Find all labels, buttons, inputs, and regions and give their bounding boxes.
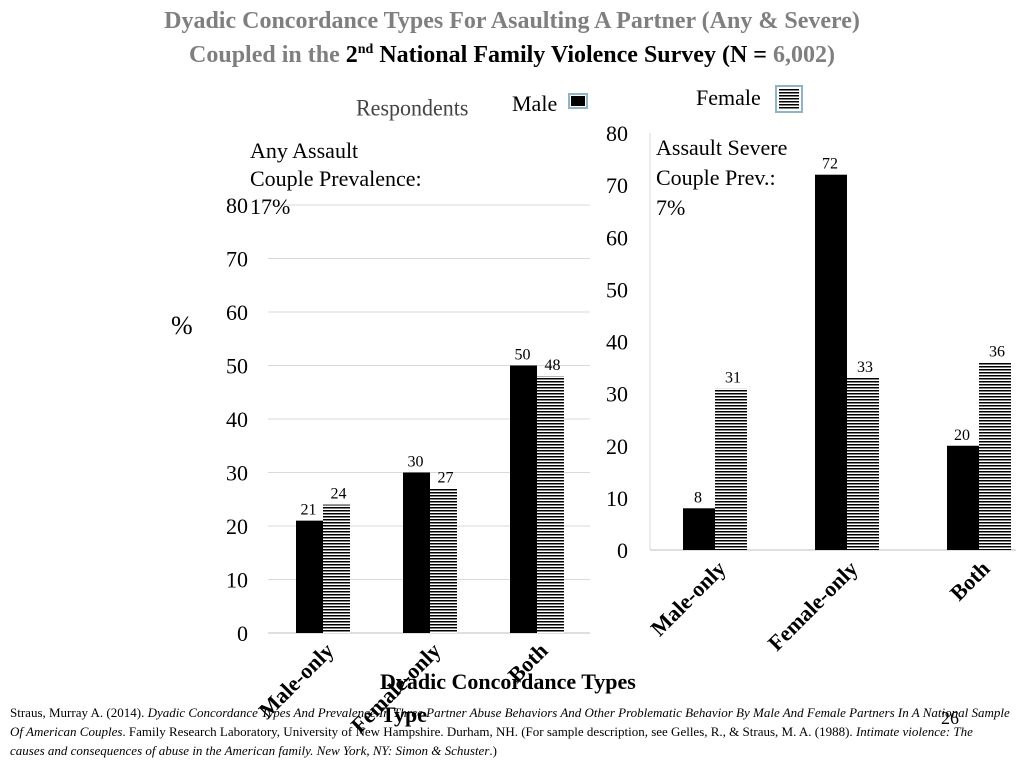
y-tick-label: 30 — [606, 382, 628, 407]
legend-female-swatch — [775, 85, 803, 113]
chart-annotation: Couple Prev.: — [656, 165, 776, 190]
bar-male — [296, 520, 323, 633]
bar-female — [715, 388, 747, 550]
y-tick-label: 60 — [226, 300, 248, 325]
y-tick-label: 10 — [606, 486, 628, 511]
y-tick-label: 20 — [606, 434, 628, 459]
bar-value-label: 48 — [545, 357, 561, 374]
y-tick-label: 50 — [606, 277, 628, 302]
bar-value-label: 8 — [694, 489, 702, 506]
bar-value-label: 31 — [725, 369, 741, 386]
title-ordinal-suffix: nd — [357, 42, 374, 57]
y-tick-label: 70 — [606, 173, 628, 198]
bar-female — [847, 377, 879, 550]
y-tick-label: 70 — [226, 247, 248, 272]
y-tick-label: 40 — [606, 330, 628, 355]
y-tick-label: 80 — [226, 193, 248, 218]
citation-publisher: . Family Research Laboratory, University… — [122, 724, 856, 739]
bar-value-label: 72 — [822, 156, 838, 173]
y-tick-label: 50 — [226, 354, 248, 379]
title-line-2-prefix: Coupled in the — [189, 42, 346, 68]
page-number: 26 — [941, 708, 959, 728]
bar-value-label: 30 — [408, 454, 424, 471]
bar-value-label: 27 — [438, 470, 454, 487]
category-label: Female-only — [763, 556, 863, 656]
bar-male — [947, 445, 979, 550]
citation-reference-title: Intimate violence: The causes and conseq… — [10, 724, 973, 758]
chart-severe-assault: 0 10 20 30 40 50 60 70 80 8 31 Male-only 72 33 Female-… — [606, 121, 1016, 656]
chart-any-assault: 010203040506070802124Male-only3027Female… — [226, 138, 590, 738]
citation-footnote: Straus, Murray A. (2014). Dyadic Concord… — [10, 703, 1010, 760]
y-tick-label: 10 — [226, 568, 248, 593]
legend-female-label: Female — [696, 85, 761, 110]
bar-value-label: 50 — [515, 347, 531, 364]
bar-female — [979, 362, 1011, 550]
chart-annotation: 17% — [250, 194, 290, 219]
category-label: Male-only — [645, 556, 730, 641]
title-line-2-main: National Family Violence Survey (N = — [373, 42, 773, 68]
title-ordinal: 2 — [345, 42, 358, 68]
citation-end: .) — [489, 743, 497, 758]
bar-female — [323, 504, 350, 633]
y-tick-label: 60 — [606, 225, 628, 250]
legend-male-label: Male — [512, 91, 558, 116]
chart-annotation: Assault Severe — [656, 135, 787, 160]
bar-male — [510, 365, 537, 633]
chart-annotation: Any Assault — [250, 138, 358, 163]
y-tick-label: 0 — [237, 621, 248, 646]
chart-annotation: 7% — [656, 195, 685, 220]
bar-value-label: 21 — [301, 502, 317, 519]
bar-value-label: 33 — [857, 359, 873, 376]
bar-value-label: 20 — [954, 427, 970, 444]
x-axis-title: Dyadic Concordance Types — [380, 669, 636, 694]
bar-value-label: 36 — [989, 343, 1005, 360]
bar-male — [815, 174, 847, 550]
bar-male — [683, 508, 715, 550]
y-tick-label: 30 — [226, 461, 248, 486]
y-axis-label: % — [171, 311, 193, 340]
bar-male — [403, 472, 430, 633]
y-tick-label: 20 — [226, 514, 248, 539]
bar-female — [430, 488, 457, 633]
legend-male-swatch — [568, 93, 588, 109]
y-tick-label: 80 — [606, 121, 628, 146]
category-label: Both — [945, 556, 995, 606]
title-close-paren: ) — [826, 42, 835, 68]
respondents-label: Respondents — [356, 94, 469, 121]
y-tick-label: 0 — [617, 538, 628, 563]
citation-title: Dyadic Concordance Types And Prevalence … — [10, 705, 1010, 739]
y-tick-label: 40 — [226, 407, 248, 432]
title-sample-size: 6,002 — [772, 42, 827, 68]
bar-female — [537, 376, 564, 633]
citation-author: Straus, Murray A. (2014). — [10, 705, 148, 720]
x-axis-title-wrap: Type — [381, 702, 428, 727]
title-line-1: Dyadic Concordance Types For Asaulting A… — [164, 8, 860, 34]
chart-annotation: Couple Prevalence: — [250, 166, 422, 191]
title-line-2: Coupled in the 2nd National Family Viole… — [0, 42, 1024, 69]
bar-value-label: 24 — [331, 486, 347, 503]
